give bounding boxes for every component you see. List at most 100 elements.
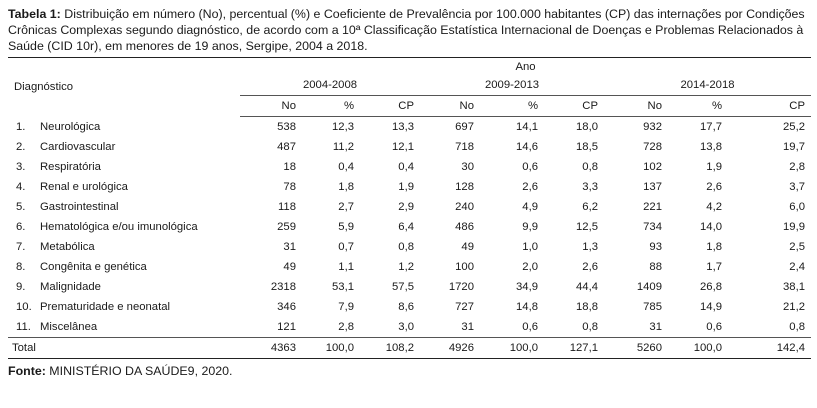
value-cell: 1,9 — [398, 181, 414, 193]
value-cell: 5260 — [604, 337, 666, 359]
diagnosis-cell: 11. Miscelânea — [8, 317, 240, 338]
header-sub-3-2: % — [666, 95, 728, 117]
value-cell: 78 — [283, 181, 296, 193]
diagnosis-index: 3. — [16, 161, 26, 173]
value-cell: 21,2 — [783, 301, 805, 313]
diagnosis-name: Metabólica — [40, 241, 95, 253]
diagnosis-name: Cardiovascular — [40, 141, 116, 153]
value-cell: 2,7 — [338, 201, 354, 213]
value-cell: 53,1 — [332, 281, 354, 293]
value-cell: 18,8 — [576, 301, 598, 313]
value-cell: 2,0 — [522, 261, 538, 273]
table-caption: Tabela 1: Distribuição em número (No), p… — [8, 6, 809, 54]
value-cell: 18,0 — [576, 121, 598, 133]
table-row: 3. Respiratória 18 0,4 0,4 30 0,6 0,8 102 1,9 2,8 — [8, 157, 811, 177]
value-cell: 142,4 — [728, 337, 811, 359]
value-cell: 1,8 — [338, 181, 354, 193]
diagnosis-cell: 6. Hematológica e/ou imunológica — [8, 217, 240, 237]
header-sub-2-1: No — [420, 95, 478, 117]
header-sub-1-1: No — [240, 95, 300, 117]
value-cell: 221 — [643, 201, 662, 213]
diagnosis-cell: 5. Gastrointestinal — [8, 197, 240, 217]
diagnosis-index: 7. — [16, 241, 26, 253]
value-cell: 8,6 — [398, 301, 414, 313]
value-cell: 1,1 — [338, 261, 354, 273]
value-cell: 88 — [649, 261, 662, 273]
value-cell: 4363 — [240, 337, 300, 359]
header-diagnostico: Diagnóstico — [8, 57, 240, 117]
table-row: 6. Hematológica e/ou imunológica 259 5,9 6,4… — [8, 217, 811, 237]
value-cell: 19,7 — [783, 141, 805, 153]
header-sub-1-3: CP — [360, 95, 420, 117]
value-cell: 240 — [455, 201, 474, 213]
value-cell: 1720 — [448, 281, 474, 293]
value-cell: 0,6 — [706, 321, 722, 333]
value-cell: 0,4 — [398, 161, 414, 173]
diagnosis-cell: 2. Cardiovascular — [8, 137, 240, 157]
value-cell: 102 — [643, 161, 662, 173]
diagnosis-name: Hematológica e/ou imunológica — [40, 221, 198, 233]
value-cell: 31 — [283, 241, 296, 253]
value-cell: 0,8 — [582, 161, 598, 173]
table-row: 8. Congênita e genética 49 1,1 1,2 100 2,0 2,6 8… — [8, 257, 811, 277]
value-cell: 14,0 — [700, 221, 722, 233]
value-cell: 108,2 — [360, 337, 420, 359]
header-row-periods: 2004-2008 2009-2013 2014-2018 — [8, 75, 811, 96]
diagnosis-index: 1. — [16, 120, 26, 133]
header-period-3: 2014-2018 — [604, 75, 811, 96]
value-cell: 118 — [277, 201, 296, 213]
value-cell: 17,7 — [700, 121, 722, 133]
value-cell: 538 — [277, 121, 296, 133]
header-sub-3-3: CP — [728, 95, 811, 117]
value-cell: 1,0 — [522, 241, 538, 253]
value-cell: 12,1 — [392, 141, 414, 153]
value-cell: 5,9 — [338, 221, 354, 233]
value-cell: 2,6 — [706, 181, 722, 193]
table-row: 1. Neurológica 538 12,3 13,3 697 14,1 18,0 932 17… — [8, 117, 811, 138]
table-row: 5. Gastrointestinal 118 2,7 2,9 240 4,9 6,2 221 4… — [8, 197, 811, 217]
value-cell: 2,4 — [789, 261, 805, 273]
diagnosis-name: Respiratória — [40, 161, 101, 173]
value-cell: 137 — [643, 181, 662, 193]
value-cell: 3,7 — [789, 181, 805, 193]
value-cell: 718 — [455, 141, 474, 153]
value-cell: 0,7 — [338, 241, 354, 253]
value-cell: 734 — [643, 221, 662, 233]
value-cell: 3,3 — [582, 181, 598, 193]
value-cell: 25,2 — [783, 121, 805, 133]
value-cell: 346 — [277, 301, 296, 313]
value-cell: 1409 — [636, 281, 662, 293]
diagnosis-name: Malignidade — [40, 281, 101, 293]
value-cell: 6,4 — [398, 221, 414, 233]
source-note: Fonte: MINISTÉRIO DA SAÚDE9, 2020. — [8, 364, 809, 378]
table-row: 7. Metabólica 31 0,7 0,8 49 1,0 1,3 93 1,8 2,5 — [8, 237, 811, 257]
value-cell: 2,5 — [789, 241, 805, 253]
table-row: 9. Malignidade 2318 53,1 57,5 1720 34,9 44,4 140… — [8, 277, 811, 297]
diagnosis-name: Neurológica — [40, 120, 101, 133]
value-cell: 0,4 — [338, 161, 354, 173]
value-cell: 100,0 — [478, 337, 544, 359]
value-cell: 4,9 — [522, 201, 538, 213]
diagnosis-cell: 9. Malignidade — [8, 277, 240, 297]
diagnosis-index: 10. — [16, 301, 32, 313]
value-cell: 18 — [283, 161, 296, 173]
value-cell: 31 — [461, 321, 474, 333]
diagnosis-index: 8. — [16, 261, 26, 273]
value-cell: 2,9 — [398, 201, 414, 213]
value-cell: 49 — [283, 261, 296, 273]
value-cell: 6,0 — [789, 201, 805, 213]
value-cell: 2,8 — [789, 161, 805, 173]
diagnosis-name: Gastrointestinal — [40, 201, 119, 213]
value-cell: 727 — [455, 301, 474, 313]
table-row: 2. Cardiovascular 487 11,2 12,1 718 14,6 18,5 72… — [8, 137, 811, 157]
value-cell: 26,8 — [700, 281, 722, 293]
value-cell: 12,5 — [576, 221, 598, 233]
value-cell: 14,8 — [516, 301, 538, 313]
value-cell: 100,0 — [666, 337, 728, 359]
value-cell: 100 — [455, 261, 474, 273]
diagnosis-name: Renal e urológica — [40, 181, 128, 193]
header-period-2: 2009-2013 — [420, 75, 604, 96]
data-table: Diagnóstico Ano 2004-2008 2009-2013 2014… — [8, 57, 811, 359]
value-cell: 697 — [455, 121, 474, 133]
